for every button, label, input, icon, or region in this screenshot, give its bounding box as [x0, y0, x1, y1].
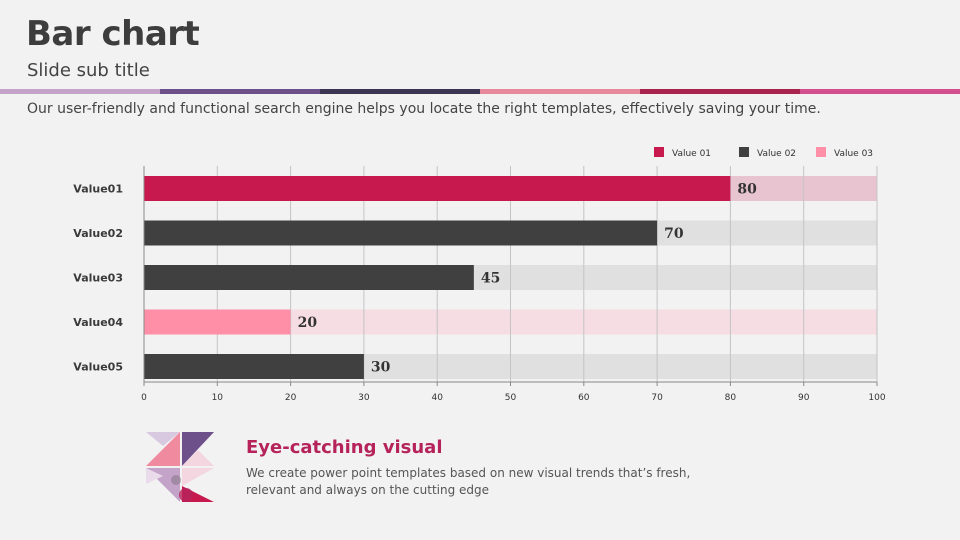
data-label: 20 — [298, 315, 318, 331]
bar — [144, 354, 364, 379]
x-tick-label: 20 — [285, 393, 297, 403]
data-label: 30 — [371, 360, 391, 376]
slide-subtitle: Slide sub title — [27, 60, 150, 81]
stripe-segment-5 — [640, 89, 800, 94]
x-tick-label: 40 — [431, 393, 443, 403]
x-tick-label: 60 — [578, 393, 590, 403]
legend-swatch — [654, 147, 664, 157]
bar — [144, 220, 658, 246]
x-tick-label: 100 — [868, 393, 885, 403]
x-tick-label: 0 — [141, 393, 147, 403]
x-tick-label: 50 — [505, 393, 517, 403]
slide-description: Our user-friendly and functional search … — [27, 101, 821, 117]
category-label: Value02 — [73, 227, 123, 240]
data-label: 45 — [481, 271, 500, 287]
category-label: Value01 — [73, 183, 123, 196]
triangle-logo-icon — [146, 432, 214, 502]
x-tick-label: 10 — [212, 393, 224, 403]
stripe-segment-6 — [800, 89, 960, 94]
x-tick-label: 80 — [725, 393, 737, 403]
legend-label: Value 02 — [757, 149, 796, 159]
stripe-segment-4 — [480, 89, 640, 94]
x-tick-label: 30 — [358, 393, 370, 403]
stripe-segment-2 — [160, 89, 320, 94]
stripe-segment-1 — [0, 89, 160, 94]
legend-swatch — [739, 147, 749, 157]
footer-text: We create power point templates based on… — [246, 466, 691, 497]
stripe-segment-3 — [320, 89, 480, 94]
slide-title: Bar chart — [26, 14, 200, 54]
legend-label: Value 03 — [834, 149, 873, 159]
bar-chart: 80 Value01 70 Value02 45 Value03 20 Value04 30 Va… — [73, 147, 886, 403]
category-label: Value04 — [73, 316, 123, 329]
category-label: Value05 — [73, 361, 123, 374]
bar — [144, 265, 474, 290]
data-label: 70 — [664, 226, 684, 242]
color-stripe — [0, 89, 960, 94]
x-tick-label: 90 — [798, 393, 810, 403]
footer-heading: Eye-catching visual — [246, 437, 443, 458]
category-label: Value03 — [73, 272, 123, 285]
bar — [144, 176, 731, 201]
data-label: 80 — [737, 182, 757, 198]
bar — [144, 309, 291, 335]
legend-label: Value 01 — [672, 149, 711, 159]
x-tick-label: 70 — [651, 393, 663, 403]
legend-swatch — [816, 147, 826, 157]
